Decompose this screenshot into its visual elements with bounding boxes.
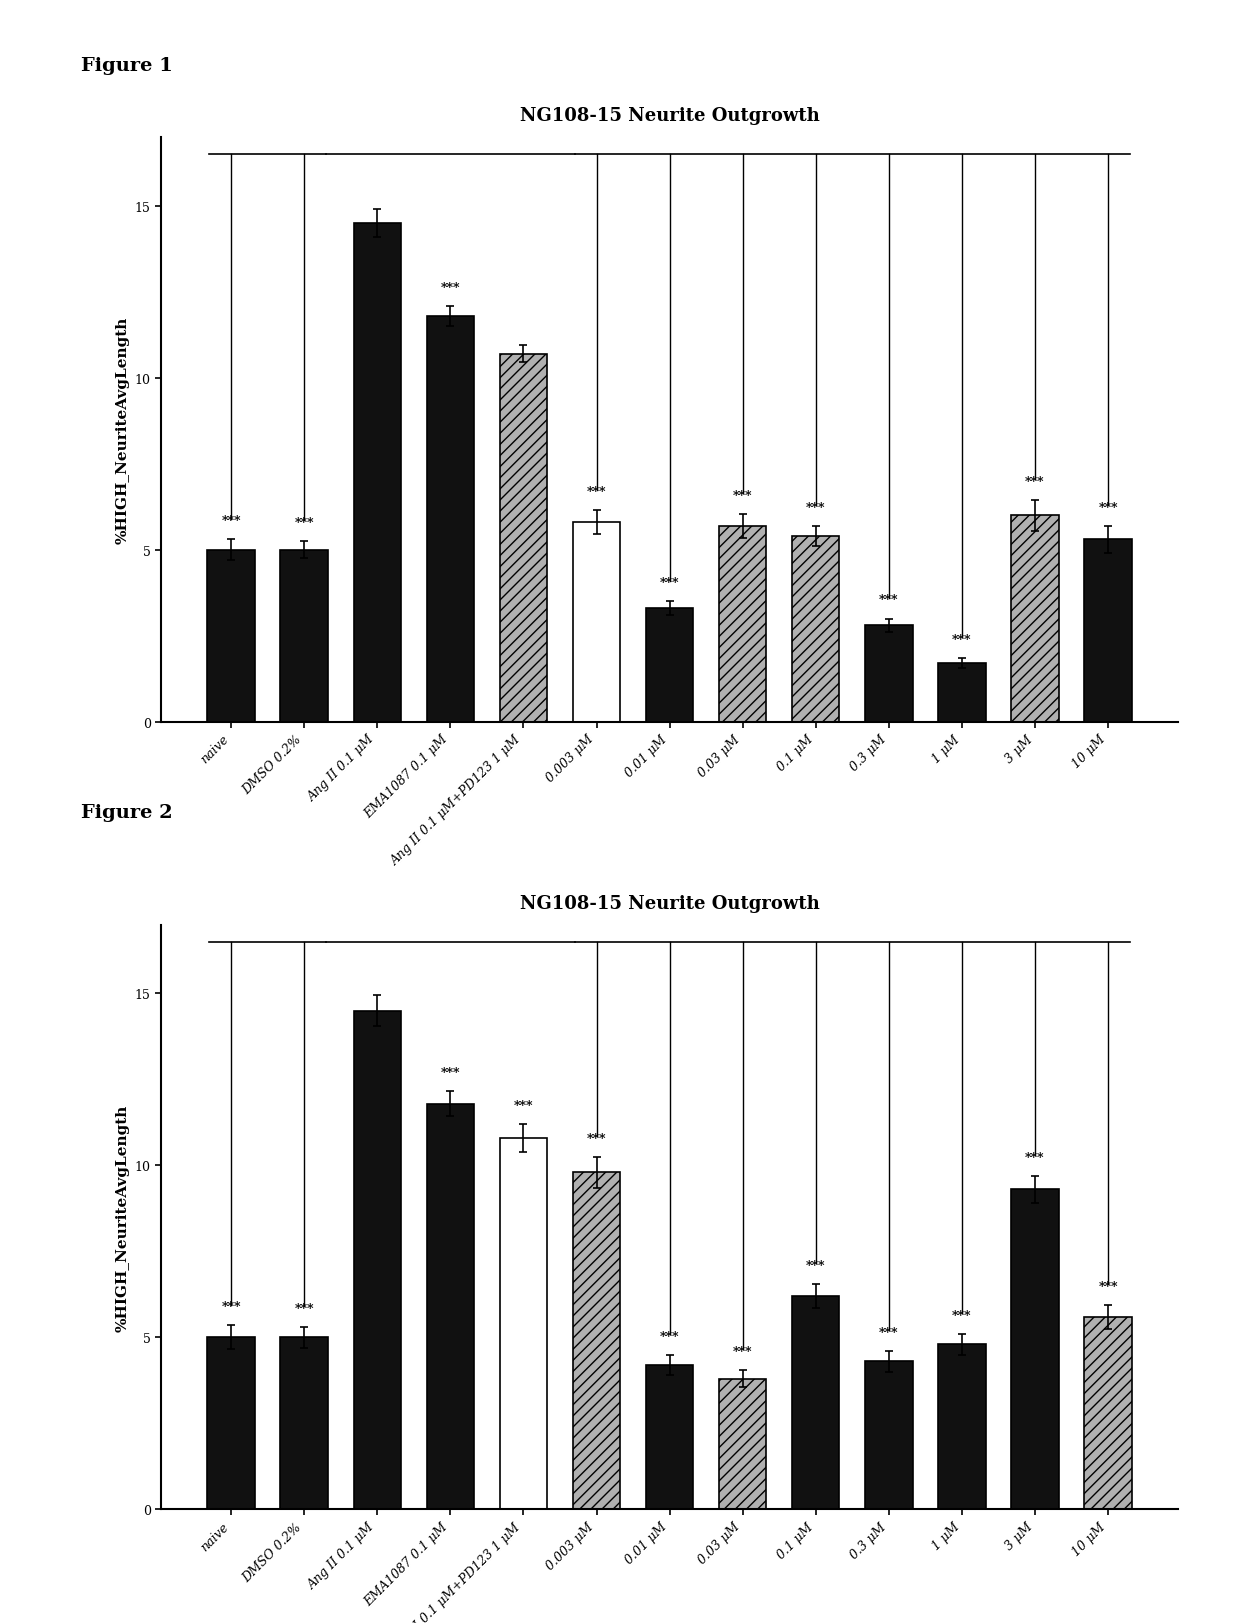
Bar [280, 1337, 329, 1509]
Bar [719, 1380, 766, 1509]
Text: ***: *** [440, 281, 460, 294]
Bar [573, 523, 620, 722]
Text: ***: *** [660, 576, 680, 589]
Bar [207, 550, 255, 722]
Bar [500, 1138, 547, 1509]
Bar [427, 316, 474, 722]
Text: ***: *** [806, 1259, 826, 1272]
Text: ***: *** [952, 633, 972, 646]
Text: ***: *** [660, 1329, 680, 1342]
Bar [500, 354, 547, 722]
Bar [427, 1104, 474, 1509]
Text: ***: *** [733, 489, 753, 502]
Text: ***: *** [222, 1300, 241, 1313]
Bar [939, 664, 986, 722]
Text: ***: *** [587, 1133, 606, 1146]
Bar [573, 1172, 620, 1509]
Bar [1084, 1316, 1132, 1509]
Text: ***: *** [513, 1099, 533, 1112]
Text: ***: *** [294, 516, 314, 529]
Text: ***: *** [1099, 1281, 1117, 1294]
Text: ***: *** [587, 485, 606, 498]
Text: ***: *** [1025, 476, 1045, 489]
Title: NG108-15 Neurite Outgrowth: NG108-15 Neurite Outgrowth [520, 107, 820, 125]
Title: NG108-15 Neurite Outgrowth: NG108-15 Neurite Outgrowth [520, 894, 820, 912]
Y-axis label: %HIGH_NeuriteAvgLength: %HIGH_NeuriteAvgLength [115, 1104, 129, 1331]
Bar [353, 224, 401, 722]
Text: ***: *** [952, 1310, 972, 1323]
Bar [1011, 1190, 1059, 1509]
Bar [280, 550, 329, 722]
Text: PD-126,055 + Ang II 0.1μM: PD-126,055 + Ang II 0.1μM [680, 997, 1024, 1019]
Bar [646, 1365, 693, 1509]
Bar [792, 537, 839, 722]
Text: ***: *** [879, 594, 899, 607]
Text: Figure 2: Figure 2 [81, 803, 172, 821]
Y-axis label: %HIGH_NeuriteAvgLength: %HIGH_NeuriteAvgLength [115, 316, 129, 544]
Text: ***: *** [1099, 502, 1117, 514]
Bar [939, 1344, 986, 1509]
Bar [792, 1297, 839, 1509]
Text: ***: *** [440, 1066, 460, 1079]
Text: ***: *** [806, 502, 826, 514]
Bar [866, 1362, 913, 1509]
Bar [719, 526, 766, 722]
Text: ***: *** [1025, 1151, 1045, 1164]
Bar [207, 1337, 255, 1509]
Text: Figure 1: Figure 1 [81, 57, 172, 75]
Bar [646, 609, 693, 722]
Bar [1084, 540, 1132, 722]
Text: ***: *** [222, 514, 241, 527]
Bar [866, 626, 913, 722]
Text: ***: *** [879, 1326, 899, 1339]
Text: ***: *** [294, 1302, 314, 1315]
Bar [1011, 516, 1059, 722]
Bar [353, 1011, 401, 1509]
Text: ***: *** [733, 1345, 753, 1358]
